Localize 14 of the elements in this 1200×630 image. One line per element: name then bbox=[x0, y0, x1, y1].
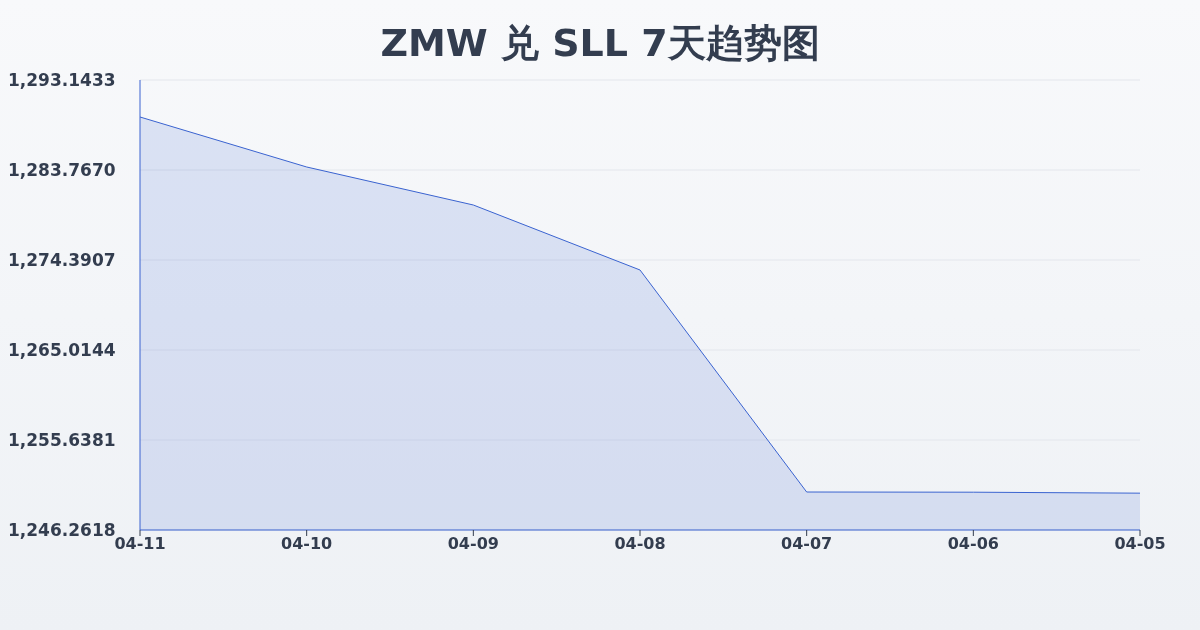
x-tick-label: 04-07 bbox=[781, 534, 833, 554]
x-tick-label: 04-05 bbox=[1114, 534, 1166, 554]
x-tick-label: 04-06 bbox=[947, 534, 999, 554]
x-tick-label: 04-08 bbox=[614, 534, 666, 554]
x-tick-label: 04-09 bbox=[447, 534, 499, 554]
y-tick-label: 1,283.7670 bbox=[8, 160, 116, 180]
y-tick-label: 1,255.6381 bbox=[8, 430, 116, 450]
y-tick-label: 1,246.2618 bbox=[8, 520, 116, 540]
y-tick-label: 1,265.0144 bbox=[8, 340, 116, 360]
x-tick-label: 04-11 bbox=[114, 534, 166, 554]
y-tick-label: 1,274.3907 bbox=[8, 250, 116, 270]
chart-title: ZMW 兑 SLL 7天趋势图 bbox=[379, 20, 821, 67]
x-tick-label: 04-10 bbox=[281, 534, 333, 554]
y-tick-label: 1,293.1433 bbox=[8, 70, 116, 90]
